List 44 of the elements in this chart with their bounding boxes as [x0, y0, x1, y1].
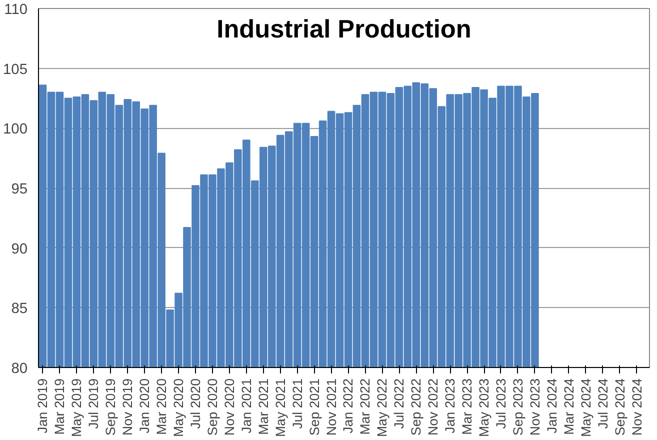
- x-tick-label: Nov 2019: [120, 378, 136, 436]
- x-tick-label: Mar 2024: [561, 378, 576, 435]
- x-tick-label: Sep 2024: [612, 378, 628, 436]
- y-tick-label: 110: [4, 2, 28, 18]
- x-tick-label: Jan 2019: [35, 378, 50, 434]
- y-tick-label: 100: [3, 122, 28, 138]
- y-tick-label: 85: [11, 301, 28, 318]
- x-tick-label: Nov 2024: [629, 378, 644, 436]
- x-tick-label: May 2020: [171, 378, 186, 438]
- chart-title: Industrial Production: [216, 16, 472, 44]
- x-tick-label: Jan 2021: [238, 378, 254, 434]
- y-tick-label: 95: [11, 182, 28, 198]
- x-tick-label: Sep 2020: [204, 378, 220, 436]
- x-tick-label: Jan 2024: [544, 378, 560, 434]
- x-tick-label: Mar 2023: [460, 378, 475, 435]
- x-tick-label: Mar 2021: [256, 378, 271, 435]
- x-tick-label: Mar 2019: [52, 378, 68, 435]
- x-tick-label: Sep 2023: [510, 378, 526, 436]
- x-tick-label: Jul 2020: [188, 378, 203, 429]
- x-tick-label: May 2024: [578, 378, 594, 438]
- x-tick-label: Jul 2019: [86, 378, 102, 429]
- x-tick-label: May 2021: [272, 378, 288, 438]
- x-tick-label: Nov 2020: [222, 378, 237, 436]
- x-tick-label: May 2023: [476, 378, 492, 438]
- x-tick-label: Jul 2023: [493, 378, 508, 429]
- x-tick-label: Jul 2024: [595, 378, 610, 429]
- x-tick-label: Mar 2020: [154, 378, 170, 435]
- x-tick-label: Jul 2021: [290, 378, 305, 429]
- x-tick-label: Mar 2022: [358, 378, 373, 435]
- x-tick-label: Sep 2022: [408, 378, 424, 436]
- x-tick-label: Nov 2022: [426, 378, 441, 436]
- x-tick-label: May 2022: [374, 378, 390, 438]
- y-tick-label: 90: [11, 241, 28, 258]
- x-tick-label: Sep 2019: [103, 378, 118, 436]
- x-tick-label: Jan 2020: [137, 378, 152, 434]
- x-tick-label: Jan 2023: [442, 378, 458, 434]
- x-tick-label: Jan 2022: [340, 378, 356, 434]
- x-tick-label: Nov 2023: [527, 378, 542, 436]
- x-tick-label: Nov 2021: [324, 378, 339, 436]
- x-tick-label: Jul 2022: [392, 378, 407, 429]
- x-tick-label: Sep 2021: [306, 378, 322, 436]
- y-tick-label: 105: [3, 62, 28, 78]
- x-tick-label: May 2019: [69, 378, 84, 438]
- y-tick-label: 80: [11, 361, 28, 377]
